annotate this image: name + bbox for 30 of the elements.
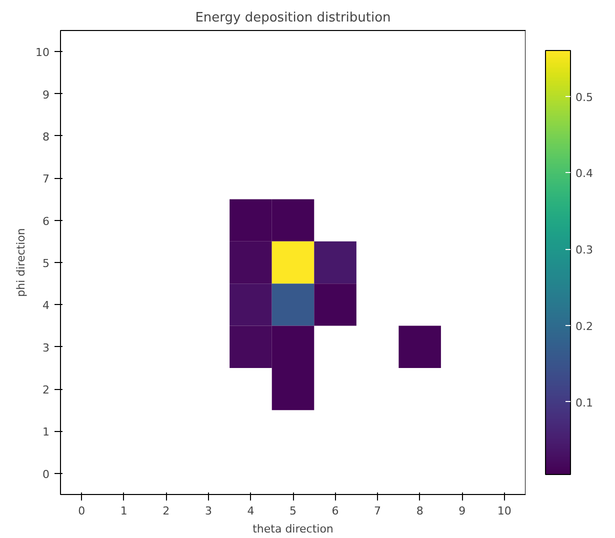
y-tick-label: 4 bbox=[42, 299, 50, 312]
x-tick-label: 8 bbox=[416, 504, 424, 518]
y-tick-label: 9 bbox=[42, 88, 50, 102]
x-tick-label: 7 bbox=[374, 504, 382, 518]
color-bar-label: 0.5 bbox=[576, 90, 593, 104]
x-tick-label: 3 bbox=[204, 504, 212, 518]
y-tick-label: 1 bbox=[42, 426, 50, 439]
chart-title: Energy deposition distribution bbox=[195, 10, 391, 26]
color-bar-label: 0.4 bbox=[576, 167, 593, 180]
x-tick-label: 6 bbox=[332, 504, 339, 518]
x-axis-title: theta direction bbox=[252, 522, 334, 536]
color-bar-label: 0.2 bbox=[576, 320, 593, 334]
x-tick-label: 1 bbox=[120, 504, 128, 518]
y-tick-label: 8 bbox=[42, 130, 50, 144]
y-tick-label: 6 bbox=[42, 214, 50, 228]
y-tick-label: 10 bbox=[36, 46, 50, 60]
x-tick-label: 9 bbox=[458, 504, 466, 518]
y-tick-label: 7 bbox=[42, 172, 50, 186]
y-tick-label: 0 bbox=[42, 468, 50, 481]
color-bar-label: 0.1 bbox=[576, 396, 593, 410]
y-tick-label: 5 bbox=[42, 257, 50, 270]
x-tick-label: 2 bbox=[162, 504, 170, 518]
x-tick-label: 4 bbox=[247, 504, 254, 518]
x-tick-label: 10 bbox=[497, 504, 512, 518]
y-tick-label: 2 bbox=[42, 384, 50, 397]
y-axis-title: phi direction bbox=[14, 228, 28, 297]
x-tick-label: 0 bbox=[78, 504, 86, 518]
x-tick-label: 5 bbox=[290, 504, 296, 518]
y-tick-label: 3 bbox=[42, 341, 50, 354]
color-bar-label: 0.3 bbox=[576, 244, 593, 257]
